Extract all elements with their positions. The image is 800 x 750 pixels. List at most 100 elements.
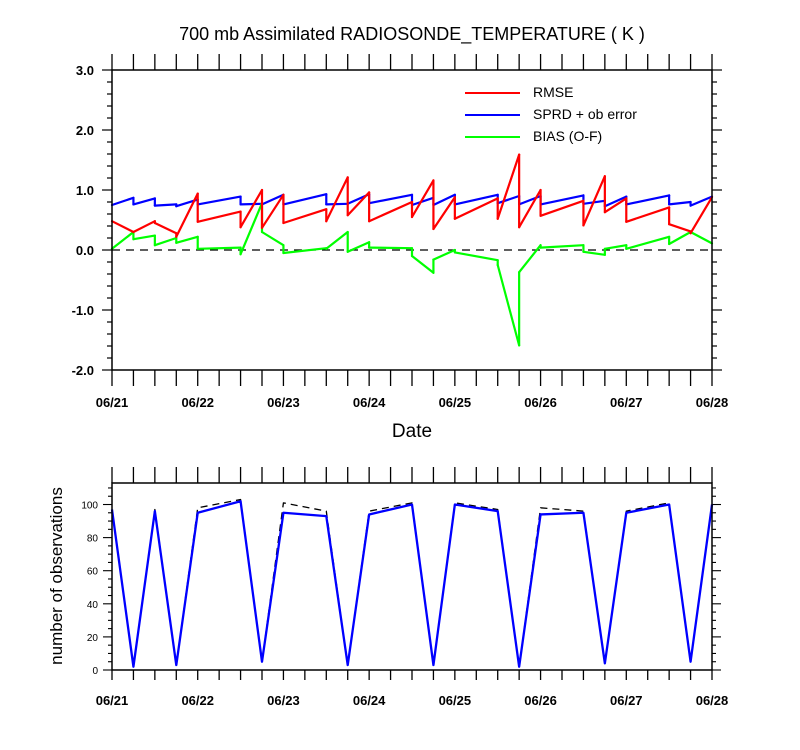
legend-label: SPRD + ob error <box>533 106 637 122</box>
bias-segment <box>239 202 264 256</box>
rmse-segment <box>582 175 606 227</box>
rmse-segment <box>175 192 199 238</box>
rmse-segment <box>603 197 628 214</box>
x-tick-label: 06/28 <box>696 693 729 708</box>
rmse-segment <box>260 193 285 229</box>
top-tick-labels: -2.0 -1.0 0.0 1.0 2.0 3.0 06/21 06/22 06/23 06/24… <box>72 63 729 410</box>
sprd-segment <box>239 202 264 206</box>
y-tick-label: 0.0 <box>76 243 94 258</box>
bias-segment <box>132 234 156 241</box>
sprd-segment <box>496 194 521 205</box>
x-tick-label: 06/27 <box>610 395 643 410</box>
y-tick-label: 0 <box>92 666 98 677</box>
bias-segment <box>110 230 135 250</box>
bottom-tick-labels: 0 20 40 60 80 100 06/21 06/22 06/23 06/24 06/25 06/… <box>81 501 728 708</box>
y-tick-label: 100 <box>81 501 98 512</box>
rmse-segment <box>625 206 671 223</box>
sprd-segment <box>260 193 285 206</box>
rmse-segment <box>239 188 264 229</box>
sprd-segment <box>603 195 628 208</box>
rmse-segment <box>110 220 135 234</box>
bias-segment <box>668 230 692 246</box>
x-tick-label: 06/25 <box>439 395 472 410</box>
sprd-segment <box>453 193 499 206</box>
sprd-segment <box>132 197 156 206</box>
y-tick-label: 60 <box>87 567 99 578</box>
y-tick-label: 3.0 <box>76 63 94 78</box>
rmse-segment <box>325 176 349 223</box>
x-tick-label: 06/22 <box>181 693 214 708</box>
sprd-segment <box>689 195 714 207</box>
bias-segment <box>282 247 328 255</box>
rmse-segment <box>368 200 414 223</box>
y-tick-label: 20 <box>87 633 99 644</box>
sprd-segment <box>668 200 692 206</box>
legend-label: RMSE <box>533 84 573 100</box>
sprd-segment <box>539 194 585 206</box>
rmse-segment <box>346 191 371 217</box>
y-tick-label: 80 <box>87 534 99 545</box>
sprd-segment <box>282 193 328 206</box>
bias-segment <box>175 235 199 244</box>
rmse-segment <box>539 199 585 217</box>
bias-segment <box>453 251 499 262</box>
sprd-segment <box>110 196 135 207</box>
bottom-tick-layer <box>103 467 721 680</box>
sprd-segment <box>196 195 242 206</box>
x-tick-label: 06/26 <box>524 395 557 410</box>
rmse-segment <box>410 179 435 219</box>
bias-segment <box>346 241 371 253</box>
bias-segment <box>689 230 714 245</box>
y-tick-label: 2.0 <box>76 123 94 138</box>
chart-title: 700 mb Assimilated RADIOSONDE_TEMPERATUR… <box>179 24 645 45</box>
y-tick-label: -2.0 <box>72 363 94 378</box>
bias-segment <box>582 250 606 256</box>
rmse-segment <box>153 221 178 235</box>
x-axis-label: Date <box>392 421 432 442</box>
rmse-segment <box>518 188 542 229</box>
sprd-segment <box>410 196 435 207</box>
rmse-segment <box>282 208 328 225</box>
x-tick-label: 06/23 <box>267 395 300 410</box>
y-tick-label: 1.0 <box>76 183 94 198</box>
x-tick-label: 06/26 <box>524 693 557 708</box>
bias-segment <box>260 230 285 247</box>
x-tick-label: 06/22 <box>181 395 214 410</box>
y-tick-label: -1.0 <box>72 303 94 318</box>
rmse-segment <box>432 196 456 231</box>
bottom-chart: 0 20 40 60 80 100 06/21 06/22 06/23 06/24 06/25 06/… <box>47 467 728 708</box>
bias-segment <box>196 246 242 250</box>
bias-segment <box>325 230 349 250</box>
rmse-segment <box>196 210 242 223</box>
rmse-segment <box>689 196 714 235</box>
bottom-series-layer <box>110 498 714 668</box>
y-axis-label: number of observations <box>47 487 66 665</box>
x-tick-label: 06/24 <box>353 395 386 410</box>
x-tick-label: 06/25 <box>439 693 472 708</box>
legend-label: BIAS (O-F) <box>533 128 602 144</box>
bias-segment <box>603 244 628 250</box>
observations-used-line <box>110 500 714 668</box>
sprd-segment <box>153 203 178 207</box>
rmse-segment <box>132 220 156 234</box>
x-tick-label: 06/23 <box>267 693 300 708</box>
bias-segment <box>518 244 542 274</box>
y-tick-label: 40 <box>87 600 99 611</box>
rmse-segment <box>453 197 499 220</box>
rmse-segment <box>496 153 521 220</box>
bias-segment <box>153 236 178 247</box>
top-series-layer <box>110 153 714 347</box>
legend: RMSE SPRD + ob error BIAS (O-F) <box>465 84 637 144</box>
x-tick-label: 06/21 <box>96 693 129 708</box>
bias-segment <box>625 235 671 250</box>
top-plot-frame <box>111 69 713 371</box>
top-tick-layer <box>102 54 722 386</box>
top-chart: 700 mb Assimilated RADIOSONDE_TEMPERATUR… <box>72 24 729 442</box>
sprd-segment <box>432 193 456 207</box>
sprd-segment <box>625 194 671 206</box>
bias-segment <box>432 248 456 261</box>
x-tick-label: 06/21 <box>96 395 129 410</box>
sprd-segment <box>325 202 349 206</box>
x-tick-label: 06/24 <box>353 693 386 708</box>
